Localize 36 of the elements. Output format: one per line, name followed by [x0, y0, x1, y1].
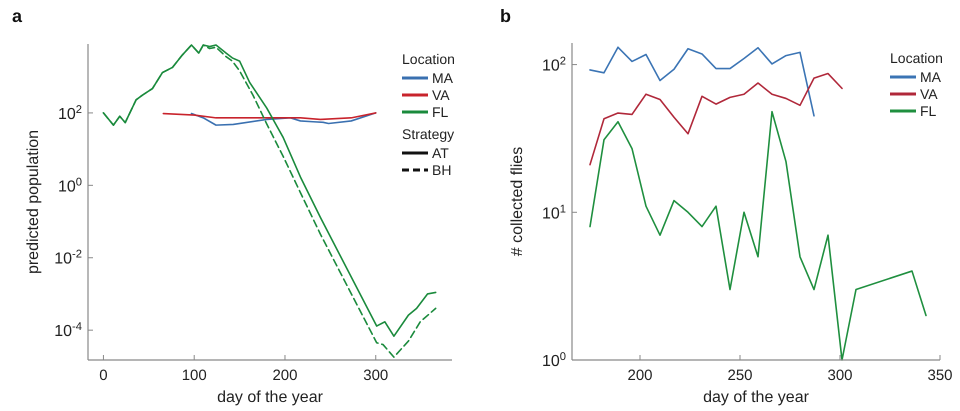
y-tick-label: 10$^{2}$ [542, 56, 566, 75]
legend-label: MA [432, 70, 454, 86]
y-tick-label: 10$^{2}$ [58, 104, 82, 123]
x-tick-label: 100 [182, 367, 207, 384]
annotation: AT [432, 145, 450, 161]
y-tick-label: 10$^{-2}$ [54, 248, 82, 268]
legend-title: Location [890, 50, 943, 66]
x-tick-label: 300 [827, 367, 853, 384]
x-tick-label: 0 [99, 367, 108, 384]
line-series [190, 112, 377, 126]
legend-label: MA [920, 69, 942, 85]
y-axis-title: # collected flies [509, 146, 526, 256]
x-tick-label: 200 [627, 367, 653, 384]
y-tick-label: 10$^{0}$ [58, 176, 82, 196]
x-tick-label: 200 [272, 367, 298, 384]
line-series [162, 112, 377, 120]
y-axis-title: predicted population [25, 130, 42, 274]
x-axis-title: day of the year [703, 389, 810, 406]
x-tick-label: 300 [363, 367, 388, 384]
line-series [589, 72, 843, 166]
x-axis-title: day of the year [217, 389, 324, 406]
chart-title: a [12, 6, 23, 26]
x-tick-label: 250 [727, 367, 753, 384]
legend-title: Location [402, 51, 455, 67]
legend-label: VA [432, 87, 450, 103]
y-tick-label: 10$^{-4}$ [54, 321, 82, 340]
annotation: BH [432, 162, 452, 178]
annotation: Strategy [402, 126, 454, 142]
line-series [589, 46, 815, 117]
chart-title: b [500, 6, 511, 26]
legend-label: FL [432, 104, 449, 120]
y-tick-label: 10$^{1}$ [542, 203, 566, 222]
y-tick-label: 10$^{0}$ [542, 351, 566, 370]
legend-label: VA [920, 86, 938, 102]
x-tick-label: 350 [927, 367, 953, 384]
legend-label: FL [920, 103, 937, 119]
